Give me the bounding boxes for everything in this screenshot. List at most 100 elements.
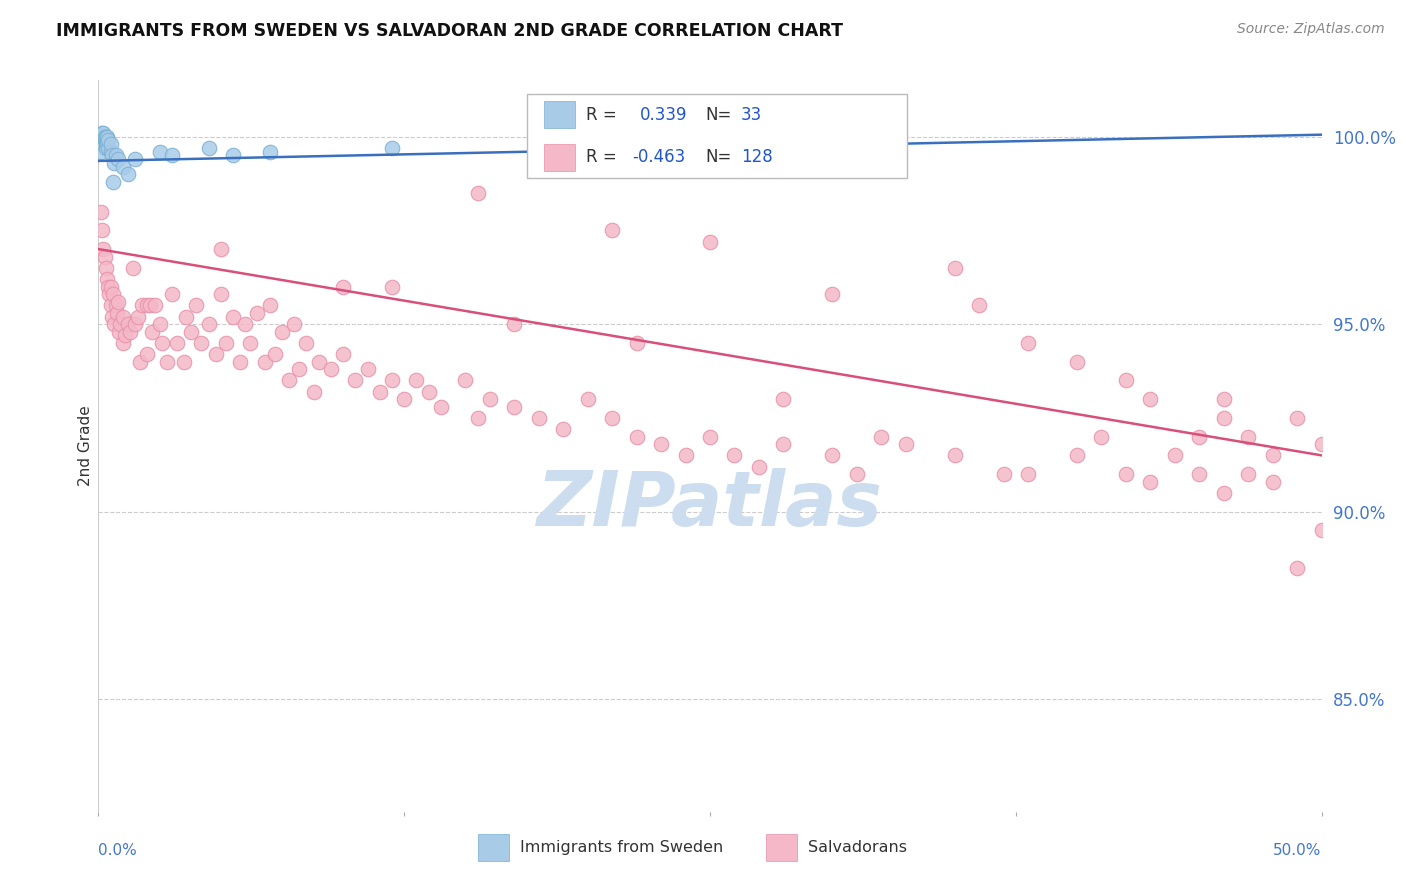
Point [91, 129, 114, 144]
Point [993, 467, 1015, 482]
Point [381, 373, 404, 387]
Point [103, 156, 125, 170]
Point [772, 437, 794, 451]
Text: 128: 128 [741, 148, 773, 166]
Point [90, 204, 112, 219]
Point [209, 287, 232, 301]
Text: -0.463: -0.463 [633, 148, 686, 166]
Point [117, 167, 139, 181]
Point [772, 392, 794, 406]
Point [149, 317, 172, 331]
Point [111, 335, 134, 350]
Point [527, 136, 550, 151]
Point [1237, 467, 1260, 482]
Point [129, 354, 152, 368]
Point [845, 467, 868, 482]
Point [295, 335, 318, 350]
Point [1017, 335, 1039, 350]
Point [1017, 467, 1039, 482]
Point [97, 279, 120, 293]
Point [1212, 410, 1234, 425]
Point [332, 347, 354, 361]
Point [141, 325, 163, 339]
Point [98, 287, 121, 301]
Point [675, 449, 697, 463]
Point [626, 335, 648, 350]
Point [150, 335, 173, 350]
Point [332, 279, 354, 293]
Point [107, 294, 129, 309]
Point [91, 136, 114, 151]
Point [503, 400, 526, 414]
Point [108, 325, 131, 339]
Point [1286, 410, 1309, 425]
Point [205, 347, 228, 361]
Point [100, 136, 122, 151]
Point [149, 145, 172, 159]
Point [356, 362, 378, 376]
Text: Immigrants from Sweden: Immigrants from Sweden [520, 840, 724, 855]
Point [467, 186, 489, 200]
Point [943, 260, 966, 275]
Point [405, 373, 427, 387]
Point [222, 148, 245, 162]
Point [748, 459, 770, 474]
Point [180, 325, 202, 339]
Point [1261, 475, 1284, 489]
Point [467, 410, 489, 425]
Point [278, 373, 301, 387]
Point [120, 325, 142, 339]
Point [270, 325, 294, 339]
Point [100, 279, 122, 293]
Point [283, 317, 305, 331]
Point [190, 335, 212, 350]
Point [821, 287, 844, 301]
Point [96, 129, 118, 144]
Point [93, 250, 115, 264]
Point [288, 362, 311, 376]
Point [1115, 467, 1137, 482]
Point [527, 410, 550, 425]
Point [699, 429, 721, 443]
Text: R =: R = [586, 148, 617, 166]
Point [97, 133, 120, 147]
Point [1139, 475, 1161, 489]
Point [239, 335, 262, 350]
Point [104, 148, 127, 162]
Point [233, 317, 256, 331]
Point [139, 298, 162, 312]
Point [121, 260, 143, 275]
Point [1310, 524, 1333, 538]
Point [1188, 429, 1211, 443]
Point [699, 133, 721, 147]
Point [259, 298, 281, 312]
Point [91, 242, 114, 256]
Point [246, 306, 269, 320]
Text: N=: N= [706, 148, 733, 166]
Point [104, 298, 127, 312]
Point [1212, 392, 1234, 406]
Point [1090, 429, 1112, 443]
Point [821, 449, 844, 463]
Point [105, 306, 128, 320]
Point [967, 298, 990, 312]
Point [600, 223, 623, 237]
Point [943, 449, 966, 463]
Point [1261, 449, 1284, 463]
Point [344, 373, 367, 387]
Point [101, 175, 124, 189]
Point [368, 384, 391, 399]
Point [101, 148, 124, 162]
Point [197, 317, 219, 331]
Point [503, 317, 526, 331]
Point [418, 384, 440, 399]
Point [209, 242, 232, 256]
Point [723, 449, 745, 463]
Point [1066, 354, 1088, 368]
Point [97, 141, 120, 155]
Point [650, 437, 672, 451]
Point [160, 148, 183, 162]
Point [626, 429, 648, 443]
Point [699, 235, 721, 249]
Point [1212, 486, 1234, 500]
